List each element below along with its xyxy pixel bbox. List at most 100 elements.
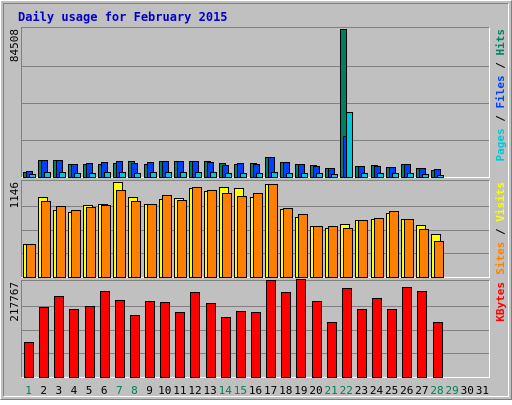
bar-kbytes-day-21 xyxy=(327,322,337,378)
bar-pages-day-6 xyxy=(104,172,111,178)
bar-kbytes-day-22 xyxy=(342,288,352,378)
bar-sites-day-10 xyxy=(162,195,172,278)
panel-bottom: 217767 KBytes xyxy=(8,279,507,378)
x-tick-label-day-28: 28 xyxy=(430,384,443,397)
bar-kbytes-day-4 xyxy=(69,309,79,378)
x-tick-label-day-25: 25 xyxy=(385,384,398,397)
panel-top-legend: Pages / Files / Hits xyxy=(494,29,507,162)
bar-pages-day-24 xyxy=(377,173,384,178)
x-tick-label-day-16: 16 xyxy=(249,384,262,397)
bar-pages-day-20 xyxy=(316,173,323,178)
bar-kbytes-day-9 xyxy=(145,301,155,378)
x-tick-label-day-22: 22 xyxy=(340,384,353,397)
bar-kbytes-day-12 xyxy=(190,292,200,378)
frame-inner-shadow xyxy=(3,3,509,397)
bar-kbytes-day-7 xyxy=(115,300,125,378)
bar-sites-day-5 xyxy=(86,207,96,278)
x-tick-label-day-8: 8 xyxy=(131,384,138,397)
x-tick-label-day-19: 19 xyxy=(294,384,307,397)
x-tick-label-day-24: 24 xyxy=(370,384,384,397)
bar-pages-day-2 xyxy=(44,172,51,178)
bar-sites-day-21 xyxy=(328,226,338,278)
panel-middle-legend-item-2: Visits xyxy=(494,182,507,222)
bar-kbytes-day-24 xyxy=(372,298,382,378)
x-tick-label-day-5: 5 xyxy=(86,384,93,397)
x-tick-label-day-21: 21 xyxy=(325,384,338,397)
bar-pages-day-10 xyxy=(165,172,172,178)
bar-pages-day-3 xyxy=(59,172,66,178)
x-tick-label-day-10: 10 xyxy=(158,384,171,397)
bar-kbytes-day-6 xyxy=(100,291,110,378)
panel-top-legend-item-1: / xyxy=(494,109,507,129)
panel-top-legend-item-3: / xyxy=(494,56,507,76)
bar-sites-day-20 xyxy=(313,226,323,278)
bar-sites-day-19 xyxy=(298,214,308,278)
x-tick-label-day-6: 6 xyxy=(101,384,108,397)
bar-sites-day-7 xyxy=(116,190,126,278)
x-tick-label-day-15: 15 xyxy=(234,384,247,397)
bar-kbytes-day-26 xyxy=(402,287,412,378)
bar-sites-day-25 xyxy=(389,211,399,278)
bar-sites-day-23 xyxy=(358,220,368,278)
bar-sites-day-26 xyxy=(404,219,414,278)
bar-kbytes-day-23 xyxy=(357,309,367,378)
bar-pages-day-18 xyxy=(286,173,293,178)
bar-sites-day-13 xyxy=(207,190,217,278)
panel-middle: 1146 Sites / Visits xyxy=(8,180,507,278)
bar-sites-day-28 xyxy=(434,241,444,278)
x-tick-label-day-26: 26 xyxy=(400,384,413,397)
bar-kbytes-day-11 xyxy=(175,312,185,378)
bar-sites-day-11 xyxy=(177,200,187,278)
panel-middle-legend-item-1: / xyxy=(494,222,507,242)
x-tick-label-day-27: 27 xyxy=(415,384,428,397)
bar-kbytes-day-13 xyxy=(206,303,216,378)
bar-pages-day-26 xyxy=(407,173,414,178)
bar-kbytes-day-1 xyxy=(24,342,34,378)
bar-sites-day-18 xyxy=(283,208,293,278)
frame-inner-highlight xyxy=(3,3,509,397)
bar-kbytes-day-16 xyxy=(251,312,261,378)
x-tick-label-day-4: 4 xyxy=(71,384,78,397)
bar-pages-day-11 xyxy=(180,172,187,178)
x-tick-label-day-11: 11 xyxy=(173,384,186,397)
bar-pages-day-12 xyxy=(195,172,202,178)
bar-kbytes-day-20 xyxy=(312,301,322,378)
bar-kbytes-day-8 xyxy=(130,315,140,378)
panel-middle-legend: Sites / Visits xyxy=(494,182,507,275)
bar-sites-day-6 xyxy=(101,205,111,278)
bar-pages-day-21 xyxy=(331,174,338,178)
bar-sites-day-1 xyxy=(26,244,36,278)
x-tick-label-day-7: 7 xyxy=(116,384,123,397)
x-tick-label-day-17: 17 xyxy=(264,384,277,397)
x-tick-label-day-12: 12 xyxy=(188,384,201,397)
bar-pages-day-15 xyxy=(240,173,247,178)
panel-top-legend-item-0: Pages xyxy=(494,128,507,161)
bar-pages-day-25 xyxy=(392,173,399,178)
bar-kbytes-day-2 xyxy=(39,307,49,378)
bar-pages-day-27 xyxy=(422,174,429,178)
x-tick-label-day-20: 20 xyxy=(309,384,322,397)
panel-top-plot-area xyxy=(21,27,490,178)
bar-pages-day-28 xyxy=(437,175,444,178)
panel-middle-max-label: 1146 xyxy=(8,182,21,209)
panel-top: 84508 Pages / Files / Hits xyxy=(8,27,507,178)
bar-kbytes-day-19 xyxy=(296,279,306,378)
bar-kbytes-day-10 xyxy=(160,302,170,378)
bar-sites-day-12 xyxy=(192,187,202,278)
bar-sites-day-16 xyxy=(253,193,263,278)
bar-sites-day-14 xyxy=(222,193,232,278)
bar-sites-day-17 xyxy=(268,184,278,278)
bar-kbytes-day-14 xyxy=(221,317,231,378)
x-tick-label-day-2: 2 xyxy=(40,384,47,397)
bar-pages-day-5 xyxy=(89,173,96,178)
bar-kbytes-day-5 xyxy=(85,306,95,378)
bar-pages-day-7 xyxy=(119,172,126,178)
bar-pages-day-1 xyxy=(29,174,36,178)
bar-sites-day-27 xyxy=(419,229,429,278)
bar-sites-day-2 xyxy=(41,201,51,278)
bar-pages-day-23 xyxy=(361,173,368,178)
x-tick-label-day-14: 14 xyxy=(219,384,233,397)
bar-kbytes-day-25 xyxy=(387,309,397,378)
panel-top-legend-item-2: Files xyxy=(494,75,507,108)
